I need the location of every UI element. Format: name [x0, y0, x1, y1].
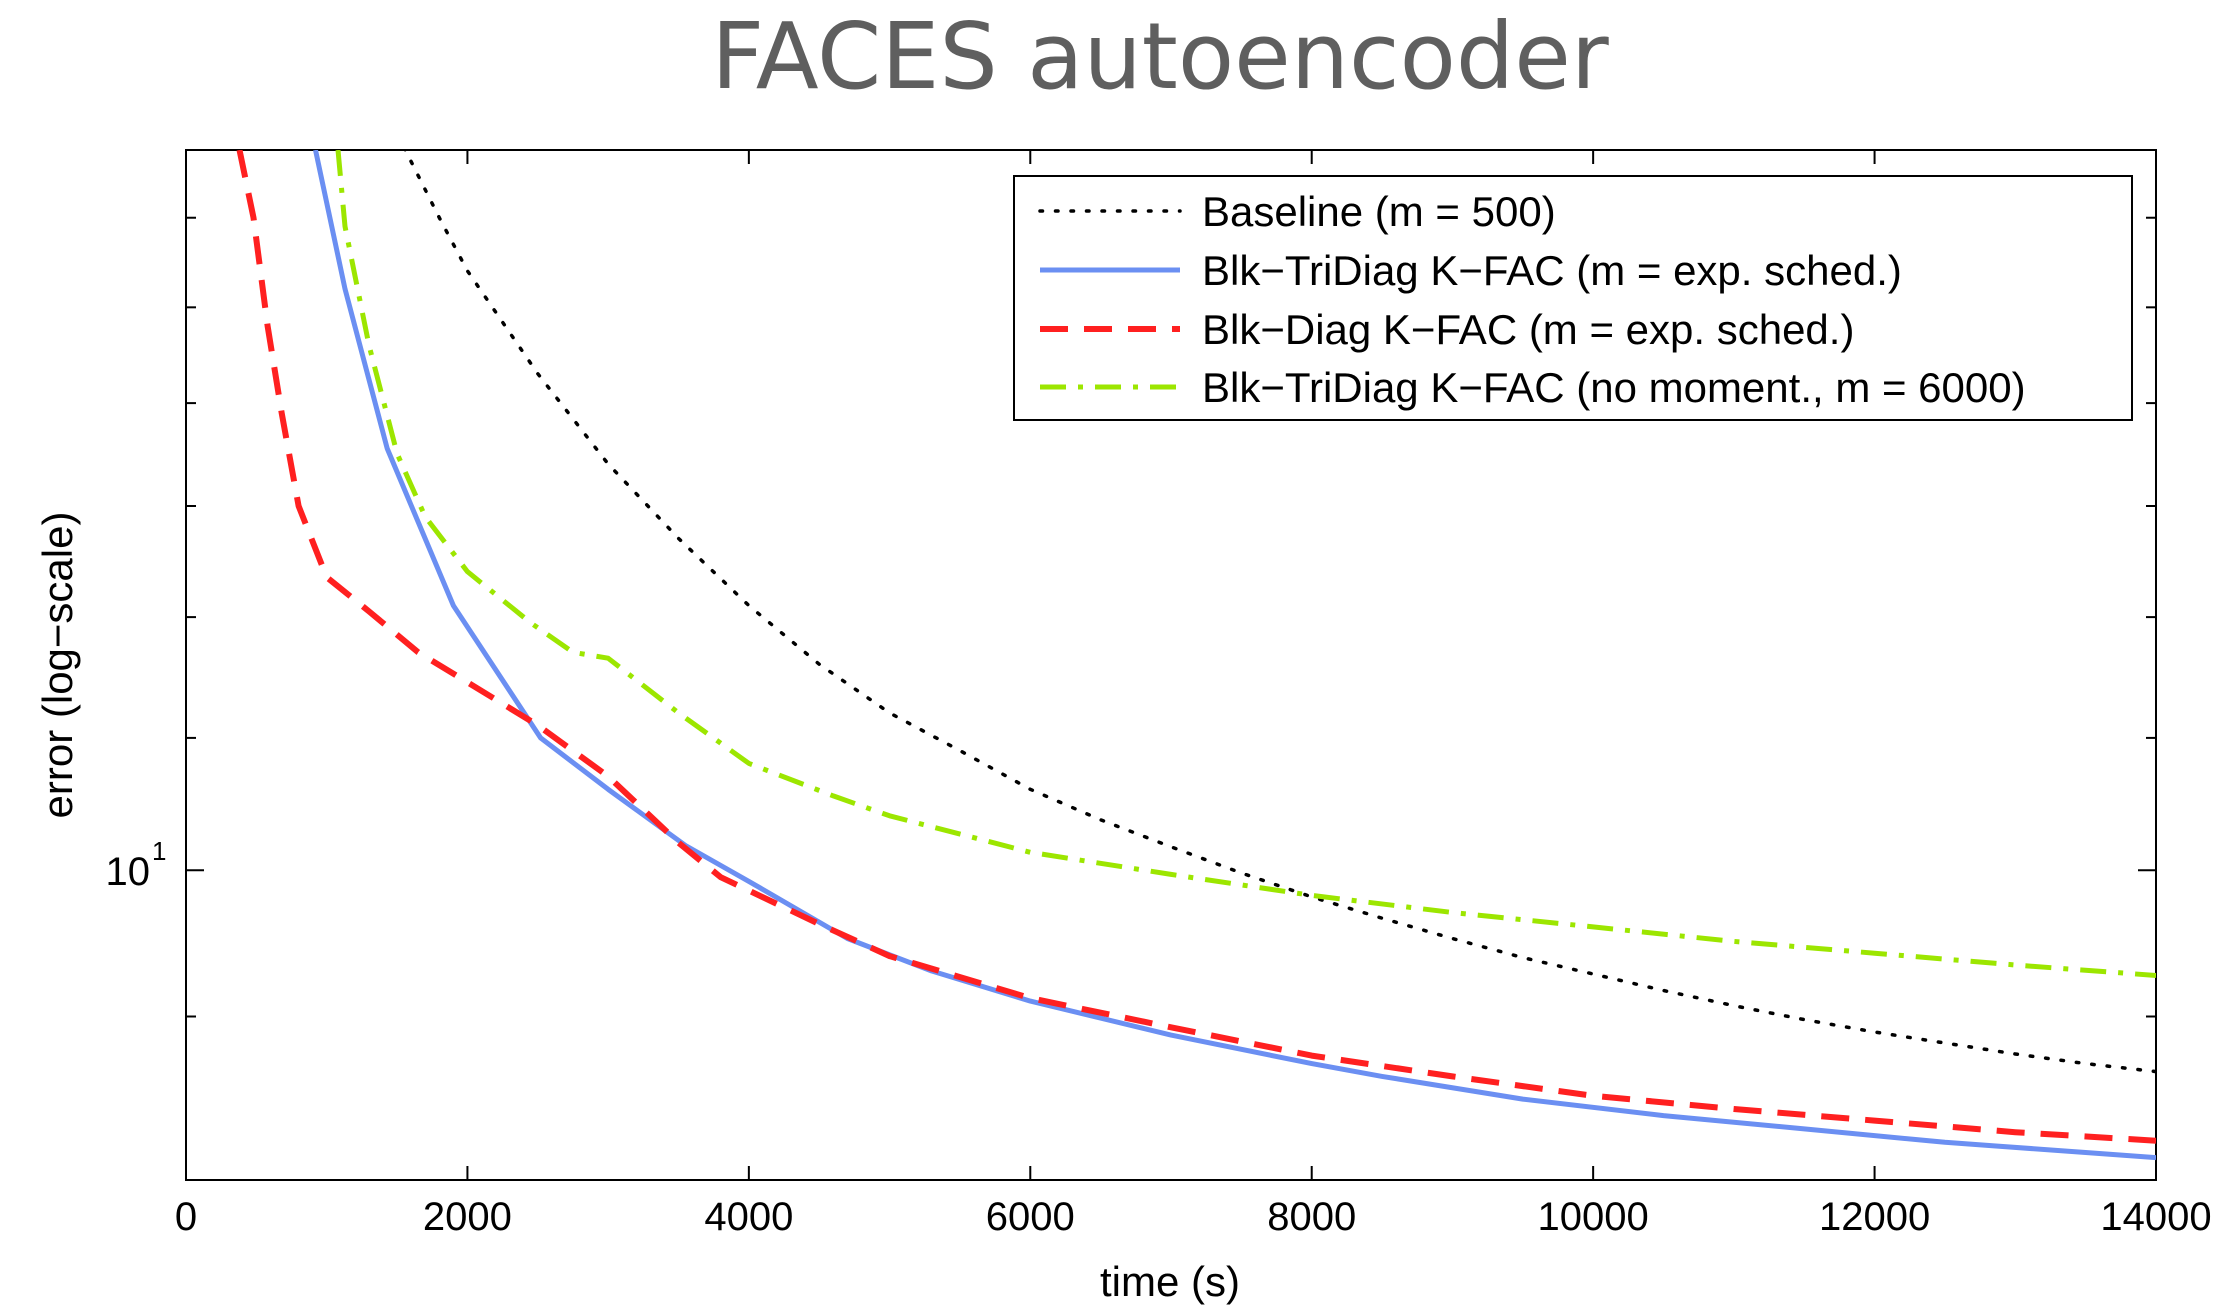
legend-label-0: Baseline (m = 500) — [1202, 188, 1556, 235]
y-axis-label: error (log−scale) — [34, 512, 81, 819]
legend-label-3: Blk−TriDiag K−FAC (no moment., m = 6000) — [1202, 364, 2026, 411]
legend: Baseline (m = 500) Blk−TriDiag K−FAC (m =… — [1013, 175, 2133, 421]
x-tick-label: 12000 — [1819, 1195, 1930, 1239]
x-tick-label: 10000 — [1538, 1195, 1649, 1239]
chart-title: FACES autoencoder — [711, 3, 1609, 110]
x-tick-label: 8000 — [1267, 1195, 1356, 1239]
legend-label-2: Blk−Diag K−FAC (m = exp. sched.) — [1202, 306, 1854, 353]
legend-label-1: Blk−TriDiag K−FAC (m = exp. sched.) — [1202, 247, 1902, 294]
legend-box — [1013, 175, 2133, 421]
series-line-2 — [236, 150, 2156, 1144]
series-line-3 — [335, 150, 2156, 978]
x-tick-label: 2000 — [423, 1195, 512, 1239]
y-tick-label-exponent: 1 — [152, 836, 166, 866]
x-tick-label: 6000 — [986, 1195, 1075, 1239]
plot-area: 0 2000 4000 6000 8000 10000 12000 14000 10 1 — [106, 149, 2212, 1239]
x-tick-label: 14000 — [2100, 1195, 2211, 1239]
y-tick-label: 10 — [106, 850, 151, 894]
series-layer — [236, 150, 2156, 1161]
x-tick-label: 0 — [175, 1195, 197, 1239]
plot-frame — [185, 149, 2157, 1181]
x-axis-label: time (s) — [1100, 1258, 1240, 1305]
legend-entries: Baseline (m = 500) Blk−TriDiag K−FAC (m =… — [1038, 188, 2026, 411]
tick-layer: 0 2000 4000 6000 8000 10000 12000 14000 10 1 — [106, 150, 2212, 1239]
x-tick-label: 4000 — [704, 1195, 793, 1239]
series-line-1 — [313, 150, 2156, 1161]
